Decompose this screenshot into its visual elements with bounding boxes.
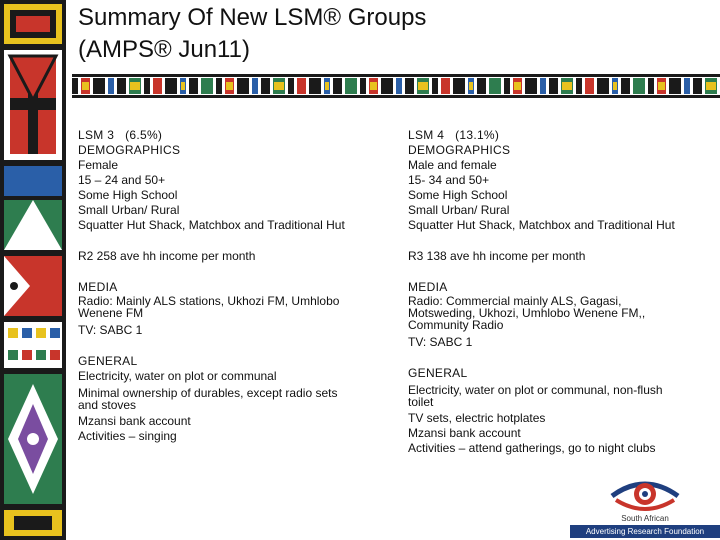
lsm4-demo-2: 15- 34 and 50+	[408, 173, 490, 187]
decorative-side-pattern	[0, 0, 66, 540]
lsm4-media-1: Radio: Commercial mainly ALS, Gagasi,	[408, 294, 622, 308]
lsm4-general-label: GENERAL	[408, 366, 468, 380]
lsm3-demographics-label: DEMOGRAPHICS	[78, 143, 181, 157]
lsm4-general-2: toilet	[408, 395, 434, 409]
logo-text-arf: Advertising Research Foundation	[570, 525, 720, 538]
lsm4-demo-3: Some High School	[408, 188, 508, 202]
lsm3-heading: LSM 3 (6.5%)	[78, 128, 163, 142]
lsm4-demo-5: Squatter Hut Shack, Matchbox and Traditi…	[408, 218, 675, 232]
lsm4-heading: LSM 4 (13.1%)	[408, 128, 500, 142]
lsm4-demo-4: Small Urban/ Rural	[408, 203, 510, 217]
lsm4-media-label: MEDIA	[408, 280, 448, 294]
lsm4-media-2: Motsweding, Ukhozi, Umhlobo Wenene FM,,	[408, 306, 646, 320]
lsm3-demo-2: 15 – 24 and 50+	[78, 173, 166, 187]
lsm4-column: LSM 4 (13.1%) DEMOGRAPHICS Male and fema…	[408, 128, 708, 456]
lsm3-general-5: Activities – singing	[78, 429, 177, 443]
lsm3-media-1: Radio: Mainly ALS stations, Ukhozi FM, U…	[78, 294, 340, 308]
lsm3-general-4: Mzansi bank account	[78, 414, 191, 428]
lsm4-demographics-label: DEMOGRAPHICS	[408, 143, 511, 157]
saarf-logo: South African Advertising Research Found…	[570, 470, 720, 540]
lsm4-demo-1: Male and female	[408, 158, 497, 172]
eye-logo-icon	[610, 481, 680, 511]
lsm3-media-2: Wenene FM	[78, 306, 144, 320]
lsm3-column: LSM 3 (6.5%) DEMOGRAPHICS Female 15 – 24…	[78, 128, 378, 444]
title-line-2: (AMPS® Jun11)	[78, 36, 250, 63]
lsm3-general-2: Minimal ownership of durables, except ra…	[78, 386, 338, 400]
lsm3-general-1: Electricity, water on plot or communal	[78, 369, 277, 383]
lsm3-demo-3: Some High School	[78, 188, 178, 202]
lsm3-media-3: TV: SABC 1	[78, 323, 143, 337]
lsm3-general-3: and stoves	[78, 398, 137, 412]
lsm3-demo-4: Small Urban/ Rural	[78, 203, 180, 217]
lsm4-general-5: Activities – attend gatherings, go to ni…	[408, 441, 656, 455]
decorative-pattern-bar	[72, 72, 720, 100]
lsm3-general-label: GENERAL	[78, 354, 138, 368]
lsm4-media-3: Community Radio	[408, 318, 504, 332]
lsm3-income: R2 258 ave hh income per month	[78, 249, 256, 263]
lsm4-media-4: TV: SABC 1	[408, 335, 473, 349]
lsm4-general-1: Electricity, water on plot or communal, …	[408, 383, 663, 397]
lsm4-general-3: TV sets, electric hotplates	[408, 411, 546, 425]
lsm3-demo-1: Female	[78, 158, 119, 172]
logo-text-south-african: South African	[621, 514, 669, 523]
page-title: Summary Of New LSM® Groups (AMPS® Jun11)	[78, 2, 638, 66]
title-line-1: Summary Of New LSM® Groups	[78, 4, 427, 31]
lsm4-income: R3 138 ave hh income per month	[408, 249, 586, 263]
lsm3-media-label: MEDIA	[78, 280, 118, 294]
lsm4-general-4: Mzansi bank account	[408, 426, 521, 440]
lsm3-demo-5: Squatter Hut Shack, Matchbox and Traditi…	[78, 218, 345, 232]
